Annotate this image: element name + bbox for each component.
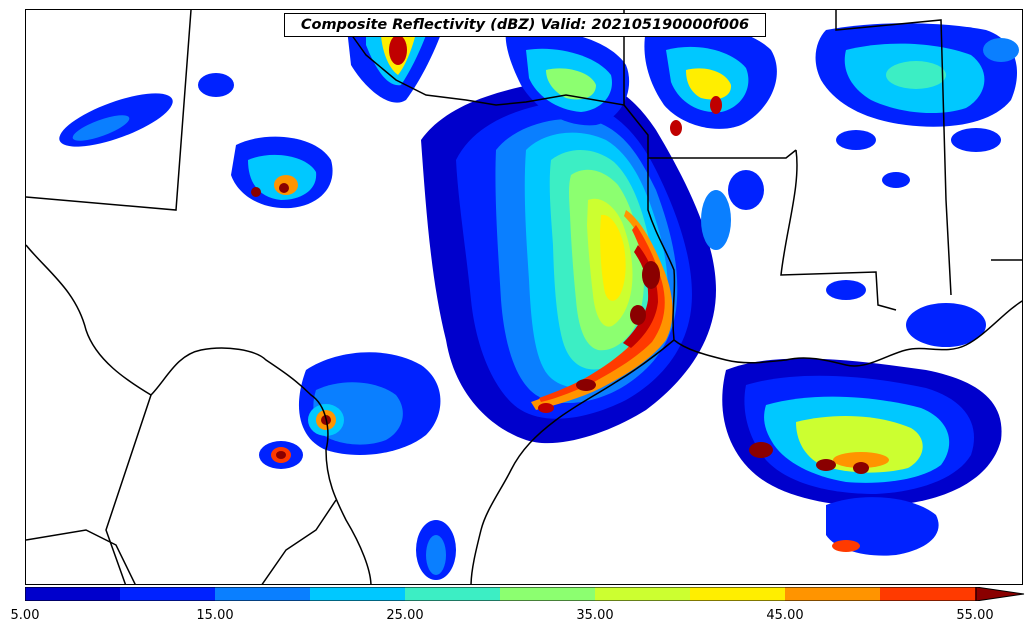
- colorbar-swatch: [120, 587, 216, 601]
- colorbar-swatch: [690, 587, 786, 601]
- storm-west: [59, 73, 456, 580]
- colorbar-tick-5: 5.00: [10, 608, 40, 623]
- storm-main-complex: [421, 78, 716, 444]
- state-border-la-ms: [780, 149, 897, 311]
- colorbar-tick-25: 25.00: [386, 608, 424, 623]
- mexico-state-border-2: [26, 529, 136, 584]
- colorbar-swatch: [880, 587, 976, 601]
- rio-grande-border: [26, 244, 372, 584]
- colorbar-swatch: [405, 587, 501, 601]
- colorbar-swatch: [595, 587, 691, 601]
- state-border-nm: [26, 10, 192, 211]
- colorbar: [25, 587, 1025, 601]
- storm-northeast: [701, 23, 1019, 250]
- colorbar-swatch: [25, 587, 121, 601]
- colorbar-tick-35: 35.00: [576, 608, 614, 623]
- mexico-state-border-3: [261, 499, 337, 584]
- boundaries: [26, 10, 1022, 584]
- colorbar-tick-15: 15.00: [196, 608, 234, 623]
- map-title: Composite Reflectivity (dBZ) Valid: 2021…: [284, 13, 766, 37]
- coastline-tx: [470, 339, 675, 584]
- colorbar-tick-55: 55.00: [956, 608, 994, 623]
- colorbar-swatch: [310, 587, 406, 601]
- state-border-sabine: [647, 158, 676, 341]
- radar-map[interactable]: [25, 9, 1023, 585]
- coastline-la: [673, 300, 1022, 367]
- colorbar-swatch: [215, 587, 311, 601]
- mexico-state-border-1: [105, 394, 152, 584]
- storm-gulf: [722, 280, 1002, 556]
- colorbar-swatch: [500, 587, 596, 601]
- colorbar-tick-45: 45.00: [766, 608, 804, 623]
- state-border-al: [835, 10, 952, 296]
- storm-north: [346, 20, 777, 136]
- state-border-fl: [991, 259, 1022, 261]
- colorbar-extend-arrow: [975, 587, 1025, 601]
- state-border-red-river: [340, 10, 625, 106]
- colorbar-swatch: [785, 587, 881, 601]
- reflectivity-svg: [26, 10, 1022, 584]
